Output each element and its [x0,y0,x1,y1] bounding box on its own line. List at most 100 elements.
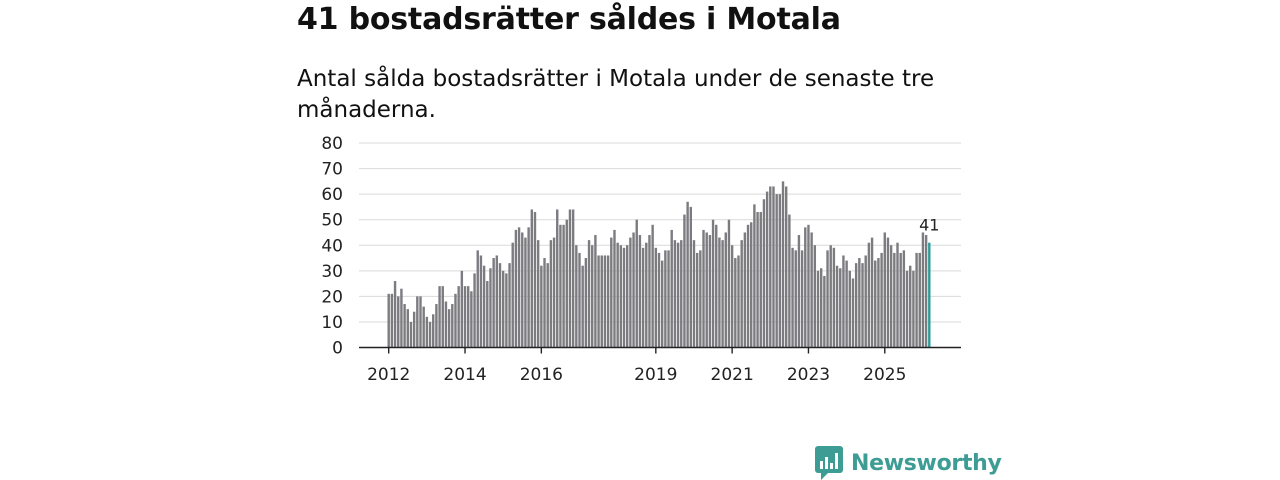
bar [463,286,467,348]
bar [683,214,686,348]
bar [915,252,918,348]
bar [699,250,702,348]
newsworthy-logo-icon [815,446,843,480]
bar [416,296,419,348]
y-tick-label: 60 [321,185,343,205]
bar [861,263,864,348]
chart-title: 41 bostadsrätter såldes i Motala [297,2,841,37]
bar [715,224,718,348]
bar [498,263,502,348]
bar [807,224,810,348]
bar [514,229,518,348]
bars [387,181,931,348]
bar [454,293,457,348]
bar [441,286,444,348]
bar [893,252,896,348]
bar [711,219,715,348]
bar [819,268,823,348]
bar [406,309,409,348]
bar [530,209,533,348]
bar [521,232,524,348]
bar [800,250,804,348]
bar [616,242,619,348]
bar [479,255,483,348]
bar [622,247,626,348]
bar [568,209,572,348]
bar [641,247,645,348]
bar [587,240,591,348]
y-tick-label: 80 [321,134,343,154]
bar [603,255,607,348]
bar [651,224,654,348]
bar [438,286,441,348]
bar [877,258,880,348]
bar [864,255,867,348]
bar [632,232,635,348]
x-tick-label: 2016 [520,365,563,385]
bar [540,265,543,348]
brand-logo: Newsworthy [815,446,1002,480]
y-tick-label: 70 [321,160,343,180]
bar [794,250,797,348]
bar [486,281,489,348]
bar [673,240,677,348]
bar [756,212,759,348]
bar [905,270,909,348]
bar [721,240,724,348]
bar [482,265,486,348]
bar [457,286,460,348]
x-tick-label: 2014 [443,365,486,385]
bar [708,235,712,348]
bar [635,219,638,348]
bar [470,291,473,348]
bar [591,245,594,348]
bar [403,304,406,348]
bar [730,245,734,348]
bar [432,314,435,348]
bar [619,245,623,348]
bar [536,240,540,348]
bar [705,232,708,348]
bar [702,229,705,348]
bar [533,212,537,348]
bar [765,191,769,348]
chart-subtitle: Antal sålda bostadsrätter i Motala under… [297,66,935,123]
bar [422,306,425,348]
last-value-label: 41 [919,216,939,235]
x-tick-label: 2023 [787,365,830,385]
bar [495,255,499,348]
bar [750,222,753,348]
y-tick-label: 0 [332,339,343,359]
bar [886,237,890,348]
x-tick-label: 2025 [863,365,906,385]
bar [832,247,836,348]
bar [508,263,511,348]
bar [874,260,877,348]
x-tick-label: 2012 [367,365,410,385]
bar [428,321,432,348]
bar [854,263,858,348]
y-tick-label: 10 [321,313,343,333]
bar [397,296,400,348]
bar [902,250,906,348]
bar [527,227,530,348]
bar [797,235,801,348]
bar [562,224,565,348]
bar [740,240,743,348]
bar [664,250,667,348]
bar [597,255,600,348]
bar [524,237,527,348]
bar [921,232,925,348]
bar [473,273,476,348]
bar [692,240,696,348]
bar [657,252,661,348]
bar [826,250,829,348]
bar [594,235,597,348]
bar [419,296,422,348]
bar [425,316,429,348]
bar [839,268,842,348]
bar [899,252,902,348]
bar [648,235,651,348]
bar [759,212,762,348]
bar [788,214,791,348]
